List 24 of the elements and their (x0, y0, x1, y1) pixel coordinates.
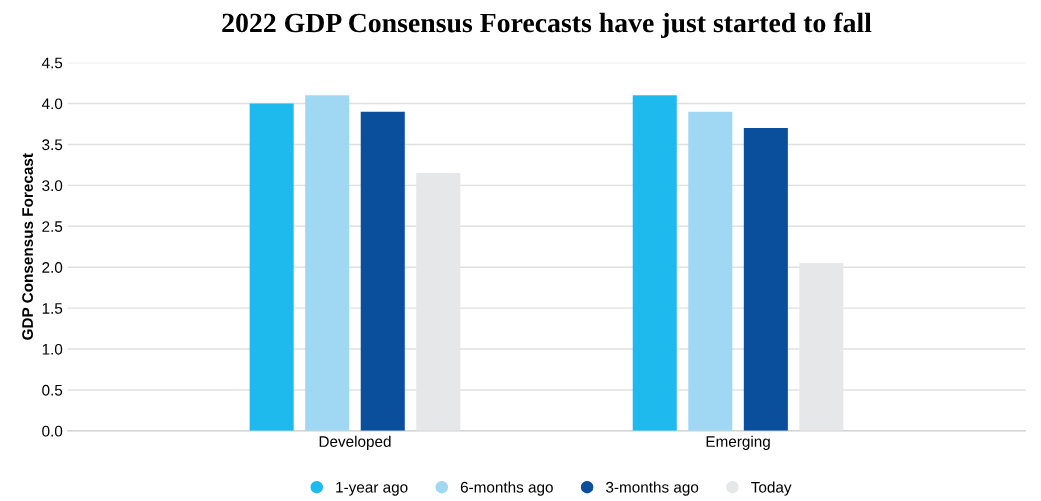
y-tick-label: 0.0 (42, 425, 63, 437)
x-tick-label: Emerging (706, 435, 770, 450)
bar (743, 128, 788, 431)
y-tick-label: 4.5 (41, 57, 63, 69)
legend-label: Today (751, 481, 792, 496)
bar (249, 103, 294, 431)
bar (688, 111, 733, 431)
bar (305, 95, 350, 431)
y-tick-label: 0.5 (42, 384, 63, 396)
y-tick-label: 2.5 (42, 221, 63, 232)
bar (360, 111, 405, 431)
y-tick-label: 1.0 (42, 343, 63, 355)
bar (632, 95, 677, 431)
legend-label: 3-months ago (606, 481, 699, 496)
chart-title: 2022 GDP Consensus Forecasts have just started to fall (222, 12, 872, 38)
x-tick-label: Developed (319, 435, 391, 450)
y-tick-label: 2.0 (42, 262, 63, 273)
legend-label: 6-months ago (460, 481, 553, 496)
legend-label: 1-year ago (336, 481, 408, 496)
y-tick-label: 3.0 (42, 180, 63, 192)
y-tick-label: 4.0 (41, 98, 63, 110)
y-axis-title: GDP Consensus Forecast (22, 153, 33, 340)
y-tick-label: 1.5 (42, 303, 63, 314)
y-tick-label: 3.5 (42, 139, 63, 151)
